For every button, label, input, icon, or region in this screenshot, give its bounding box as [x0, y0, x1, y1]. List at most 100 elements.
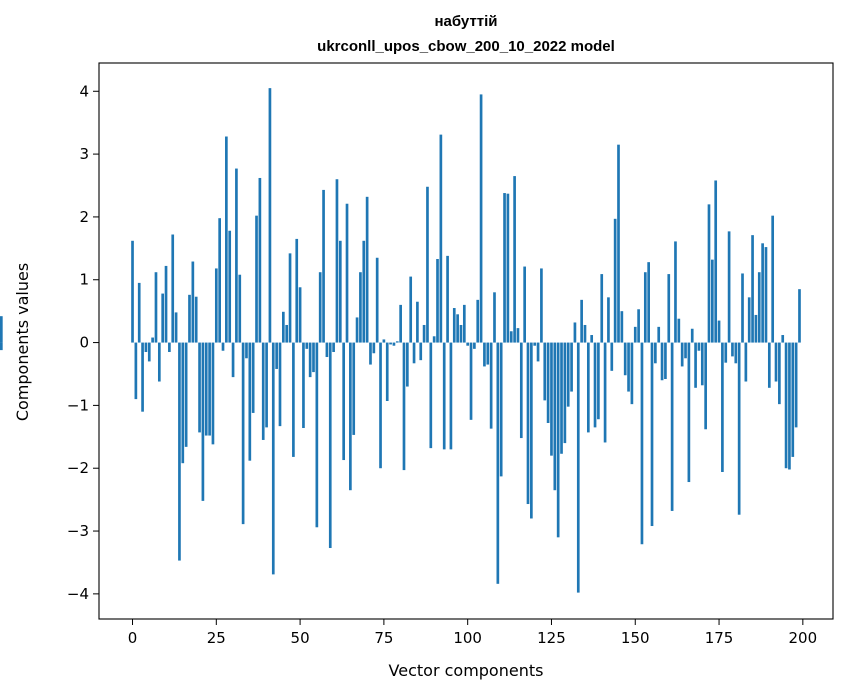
bar-85	[416, 301, 419, 343]
bar-115	[516, 328, 520, 343]
bar-31	[235, 168, 238, 343]
bar-54	[312, 342, 315, 373]
x-tick-label: 75	[374, 629, 393, 647]
bar-41	[268, 88, 272, 343]
bar-145	[617, 144, 620, 343]
bar-111	[503, 193, 506, 343]
bar-20	[198, 342, 201, 433]
bar-117	[523, 266, 526, 343]
bar-192	[774, 342, 778, 382]
x-tick-label: 50	[291, 629, 310, 647]
bar-182	[741, 273, 744, 343]
bar-139	[597, 342, 600, 420]
bar-167	[690, 328, 694, 343]
bar-196	[788, 342, 791, 470]
y-axis-label: Components values	[13, 263, 32, 421]
bar-93	[442, 342, 446, 450]
bar-109	[496, 342, 500, 584]
bar-116	[519, 342, 523, 439]
bar-62	[338, 240, 342, 343]
bar-23	[208, 342, 211, 436]
bar-138	[593, 342, 597, 428]
y-tick-label: 3	[79, 145, 89, 163]
bar-148	[627, 342, 630, 392]
x-tick-label: 25	[207, 629, 226, 647]
bar-33	[241, 342, 245, 525]
bar-105	[483, 342, 486, 367]
bar-66	[352, 342, 356, 435]
bar-59	[328, 342, 332, 549]
bar-30	[231, 342, 235, 378]
bar-108	[493, 292, 496, 343]
bar-136	[586, 342, 590, 433]
bar-35	[248, 342, 252, 461]
bar-48	[292, 342, 295, 457]
x-tick-label: 100	[453, 629, 482, 647]
bar-96	[452, 308, 456, 343]
bar-undefined	[0, 316, 3, 343]
bar-130	[566, 342, 570, 407]
bar-61	[335, 179, 339, 343]
y-tick-label: −3	[67, 522, 89, 540]
bar-106	[486, 342, 490, 365]
bar-76	[385, 342, 389, 401]
bar-38	[258, 177, 262, 343]
bar-150	[633, 326, 637, 343]
bar-86	[419, 342, 423, 361]
bar-1	[134, 342, 138, 400]
bar-152	[640, 342, 644, 545]
x-tick-label: 0	[128, 629, 138, 647]
bar-34	[245, 342, 248, 359]
bar-135	[583, 324, 587, 343]
bar-126	[553, 342, 557, 491]
bar-49	[295, 238, 299, 343]
bar-81	[402, 342, 406, 471]
bar-32	[238, 274, 242, 343]
bar-73	[375, 257, 379, 343]
bar-184	[747, 297, 751, 343]
bar-102	[473, 342, 476, 349]
bar-46	[285, 324, 289, 343]
bar-50	[298, 287, 302, 343]
bar-24	[211, 342, 215, 445]
bar-42	[271, 342, 275, 575]
bar-56	[318, 272, 322, 343]
bar-25	[214, 268, 218, 343]
bar-64	[345, 203, 349, 343]
bar-125	[550, 342, 553, 456]
bar-36	[251, 342, 255, 413]
bar-118	[526, 342, 530, 505]
bar-186	[754, 314, 758, 343]
bar-173	[711, 259, 714, 343]
bar-89	[429, 342, 433, 449]
bar-16	[184, 342, 188, 447]
plot-area-frame	[98, 62, 834, 620]
bar-149	[630, 342, 634, 405]
bar-129	[563, 342, 567, 444]
bar-6	[151, 337, 154, 343]
bar-146	[620, 311, 624, 343]
bar-169	[697, 342, 701, 351]
bar-67	[355, 317, 359, 343]
bar-28	[225, 136, 228, 343]
bar-26	[218, 218, 221, 343]
bar-2	[137, 282, 141, 343]
bar-83	[409, 276, 413, 343]
bar-147	[623, 342, 627, 376]
bar-97	[456, 314, 459, 343]
bar-78	[392, 342, 396, 346]
bar-68	[359, 272, 362, 343]
bar-72	[372, 342, 376, 354]
bar-5	[147, 342, 151, 362]
bar-176	[721, 342, 724, 472]
bar-60	[332, 342, 335, 352]
bar-128	[560, 342, 563, 454]
bar-120	[533, 342, 537, 346]
bar-18	[191, 261, 195, 343]
bar-77	[389, 342, 392, 345]
bar-17	[188, 294, 191, 343]
y-axis-ticks: −4 −3 −2 −1 0 1 2 3 4	[67, 82, 99, 603]
bar-47	[288, 253, 292, 343]
bar-158	[660, 342, 664, 381]
